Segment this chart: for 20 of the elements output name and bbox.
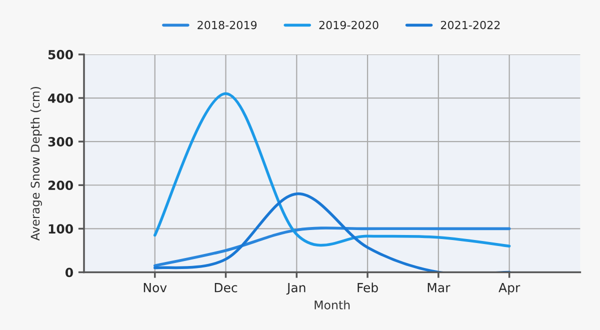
x-tick-label: Nov	[144, 283, 167, 292]
x-tick-label: Dec	[214, 283, 238, 292]
y-tick-label: 400	[48, 93, 73, 103]
legend-label: 2019-2020	[319, 20, 378, 30]
legend-label: 2021-2022	[440, 20, 500, 30]
x-tick-label: Feb	[358, 282, 378, 292]
line-series	[153, 92, 511, 248]
x-axis-title: Month	[314, 300, 350, 310]
line-series	[153, 226, 511, 268]
legend-label: 2018-2019	[198, 20, 257, 30]
y-tick-label: 500	[48, 50, 73, 60]
y-tick-label: 300	[48, 137, 73, 146]
y-tick-label: 0	[65, 268, 73, 278]
x-tick-label: Jan	[286, 283, 306, 295]
y-axis-title: Average Snow Depth (cm)	[30, 86, 42, 241]
y-tick-label: 200	[48, 180, 73, 190]
x-tick-label: Apr	[498, 283, 520, 295]
y-tick-label: 100	[48, 224, 73, 234]
line-series	[153, 192, 511, 272]
x-tick-label: Mar	[428, 283, 450, 292]
